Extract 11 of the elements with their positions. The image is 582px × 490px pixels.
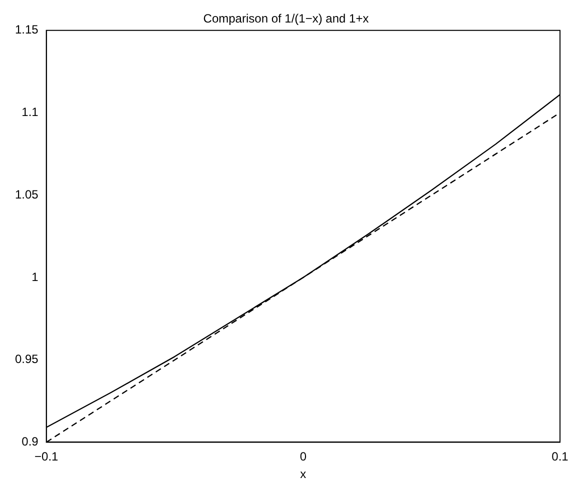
x-tick-label: 0: [300, 450, 307, 464]
x-axis-title: x: [300, 467, 306, 482]
y-tick-label: 1: [32, 270, 39, 284]
x-tick-label: 0.1: [552, 450, 569, 464]
y-tick-label: 1.1: [22, 105, 39, 120]
y-tick-label: 0.9: [22, 434, 39, 449]
chart-title: Comparison of 1/(1−x) and 1+x: [203, 12, 369, 26]
x-tick-label: −0.1: [34, 450, 59, 464]
y-tick-label: 1.05: [14, 187, 39, 202]
y-tick-label: 0.95: [14, 352, 39, 366]
y-tick-label: 1.15: [14, 22, 39, 37]
